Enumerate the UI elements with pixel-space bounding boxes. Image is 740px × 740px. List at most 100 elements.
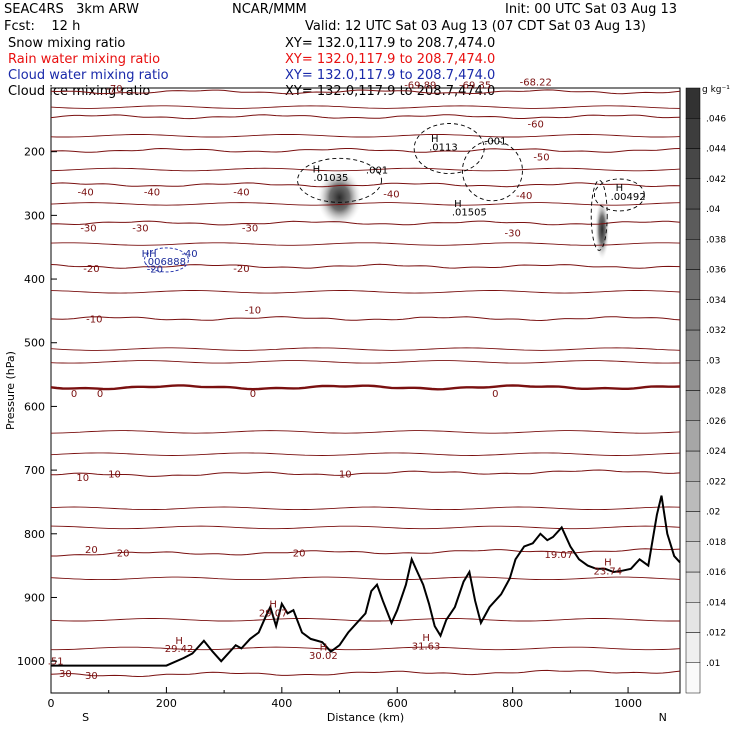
plot-frame (50, 87, 681, 694)
contour-label: 0 (250, 389, 256, 400)
y-tick-label: 900 (24, 591, 45, 604)
isotherm-line (50, 360, 681, 364)
contour-label: -30 (80, 223, 96, 234)
isotherm-line (50, 316, 681, 322)
contour-label: -68.22 (520, 77, 552, 88)
colorbar-cell (685, 360, 701, 391)
contour-label: 20 (85, 545, 98, 556)
colorbar-tick-label: .044 (706, 145, 726, 155)
y-tick-label: 200 (24, 146, 45, 159)
colorbar-tick-label: .01 (706, 659, 720, 669)
max-label: 19.07 (544, 550, 573, 561)
isotherm-line (50, 263, 681, 269)
isotherm-line (50, 525, 681, 530)
colorbar-cell (685, 662, 701, 694)
isotherm-line (50, 290, 681, 294)
colorbar-cell (685, 178, 701, 210)
colorbar-tick-label: .036 (706, 266, 726, 276)
colorbar-tick-label: .026 (706, 417, 726, 427)
isotherm-line (50, 452, 681, 456)
contour-label: -10 (245, 305, 261, 316)
max-label: 31.63 (412, 642, 441, 653)
colorbar-cell (685, 541, 701, 573)
contour-label: 0 (97, 389, 103, 400)
y-tick-label: 300 (24, 209, 45, 222)
colorbar-cell (685, 299, 701, 331)
cloud-ice-contour (593, 178, 645, 212)
y-axis-label: Pressure (hPa) (4, 351, 17, 430)
max-label: H (320, 642, 328, 653)
contour-label: -60 (528, 119, 544, 130)
legend-field-xy: XY= 132.0,117.9 to 208.7,474.0 (285, 68, 496, 83)
y-tick-label: 800 (24, 528, 45, 541)
contour-label: -20 (233, 264, 249, 275)
isotherm-line (51, 646, 681, 651)
isotherm-line (50, 114, 681, 120)
max-label: -40 (181, 249, 197, 260)
isotherm-line (50, 220, 681, 226)
x-tick-label: 800 (502, 697, 523, 710)
contour-label: 10 (76, 473, 89, 484)
contour-label: -30 (504, 228, 520, 239)
contour-label: -69.35 (459, 81, 491, 92)
colorbar-cell (685, 87, 701, 119)
x-tick-label: 200 (156, 697, 177, 710)
contour-label: -10 (86, 314, 102, 325)
max-label: H (313, 165, 321, 176)
org-label: NCAR/MMM (232, 2, 307, 17)
y-tick-label: 700 (24, 464, 45, 477)
contour-label: -30 (242, 223, 258, 234)
contour-label: 0 (492, 389, 498, 400)
y-tick-label: 600 (24, 400, 45, 413)
contour-label: -70 (106, 84, 122, 95)
x-tick-label: 0 (48, 697, 55, 710)
max-label: 23.74 (594, 567, 623, 578)
x-tick-label: 600 (387, 697, 408, 710)
contour-label: -40 (144, 188, 160, 199)
isotherm-line (50, 618, 680, 622)
contour-label: -40 (233, 188, 249, 199)
max-label: .01505 (452, 207, 487, 218)
colorbar-tick-label: .032 (706, 326, 726, 336)
colorbar-tick-label: .022 (706, 477, 726, 487)
isotherm-line (50, 202, 681, 206)
max-label: HH (142, 249, 157, 260)
colorbar-tick-label: .02 (706, 508, 720, 518)
colorbar-cell (685, 329, 701, 361)
max-label: -20 (147, 265, 163, 276)
isotherm-line (50, 89, 681, 95)
colorbar-cell (685, 602, 701, 633)
colorbar-tick-label: .046 (706, 114, 726, 124)
max-label: .01035 (313, 173, 348, 184)
isotherm-line (50, 669, 681, 678)
isotherm-line (50, 506, 681, 511)
isotherm-line (51, 548, 681, 557)
model-title: SEAC4RS 3km ARW (4, 2, 140, 17)
cloud-ice-contour (297, 157, 382, 203)
isotherm-line (50, 134, 681, 138)
isotherm-line (50, 469, 681, 477)
legend-field-xy: XY= 132.0,117.9 to 208.7,474.0 (285, 52, 496, 67)
legend-field-name: Cloud water mixing ratio (8, 68, 169, 83)
isotherm-line (50, 105, 681, 109)
isotherm-line (50, 347, 681, 351)
colorbar-unit: g kg⁻¹ (702, 85, 730, 95)
contour-label: 20 (293, 549, 306, 560)
colorbar-cell (685, 239, 701, 270)
contour-label: 10 (108, 470, 121, 481)
colorbar-cell (685, 632, 701, 663)
colorbar-tick-label: .042 (706, 175, 726, 185)
max-label: .51 (48, 656, 64, 667)
y-tick-label: 500 (24, 337, 45, 350)
forecast-hour: Fcst: 12 h (4, 19, 81, 34)
colorbar-tick-label: .012 (706, 629, 726, 639)
colorbar-cell (685, 390, 701, 421)
max-label: 29.07 (259, 609, 288, 620)
north-end-label: N (659, 711, 667, 724)
cloud-ice-contour (590, 179, 608, 251)
max-label: H (269, 600, 277, 611)
colorbar-tick-label: .03 (706, 356, 720, 366)
contour-label: -69.89 (404, 81, 436, 92)
snow-shading (595, 199, 610, 260)
